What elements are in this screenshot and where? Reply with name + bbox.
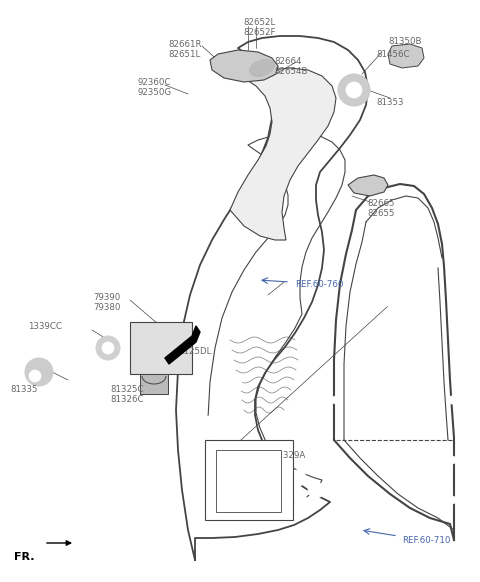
Circle shape: [308, 482, 324, 498]
Text: 92350G: 92350G: [138, 88, 172, 97]
Circle shape: [448, 496, 456, 504]
Text: 82664: 82664: [274, 57, 301, 66]
Text: 79380: 79380: [93, 303, 120, 312]
Circle shape: [290, 470, 306, 486]
Circle shape: [198, 416, 222, 440]
Circle shape: [290, 488, 306, 504]
Text: 81326C: 81326C: [110, 395, 144, 404]
Text: 81350B: 81350B: [388, 37, 421, 46]
Polygon shape: [165, 326, 200, 364]
Text: 82655: 82655: [367, 209, 395, 218]
Ellipse shape: [250, 59, 275, 77]
Text: 82661R: 82661R: [168, 40, 202, 49]
Text: 82651L: 82651L: [168, 50, 200, 59]
Circle shape: [29, 370, 41, 382]
Circle shape: [240, 496, 256, 512]
Text: △: △: [220, 460, 225, 465]
Polygon shape: [176, 36, 368, 560]
Text: 81456C: 81456C: [376, 50, 409, 59]
Circle shape: [346, 82, 362, 98]
Text: 82665: 82665: [367, 199, 395, 208]
Circle shape: [332, 496, 340, 504]
Circle shape: [332, 396, 340, 404]
Circle shape: [226, 468, 242, 484]
Circle shape: [212, 498, 232, 518]
Text: △: △: [220, 478, 225, 483]
Circle shape: [448, 396, 456, 404]
Circle shape: [102, 342, 114, 354]
Text: REF.60-760: REF.60-760: [295, 280, 343, 289]
Circle shape: [25, 358, 53, 386]
Text: a: a: [213, 449, 217, 459]
Text: 82652F: 82652F: [243, 28, 276, 37]
Circle shape: [387, 293, 405, 311]
Bar: [140, 374, 168, 394]
Text: 1125DL: 1125DL: [178, 347, 211, 356]
Text: a: a: [394, 303, 398, 309]
Text: 1339CC: 1339CC: [28, 322, 62, 331]
Text: REF.60-710: REF.60-710: [402, 536, 450, 545]
Polygon shape: [210, 50, 278, 82]
Circle shape: [214, 371, 242, 399]
Text: 81325C: 81325C: [110, 385, 144, 394]
Text: 81353: 81353: [376, 98, 404, 107]
Circle shape: [226, 446, 254, 474]
Circle shape: [96, 336, 120, 360]
Circle shape: [207, 442, 223, 458]
Text: 92360C: 92360C: [138, 78, 171, 87]
Bar: [216, 450, 281, 512]
Circle shape: [252, 480, 268, 496]
Circle shape: [448, 456, 456, 464]
Text: 79390: 79390: [93, 293, 120, 302]
Circle shape: [332, 456, 340, 464]
Bar: [205, 440, 293, 520]
Text: FR.: FR.: [14, 552, 35, 562]
Text: 82654B: 82654B: [274, 67, 308, 76]
Polygon shape: [348, 175, 388, 196]
Polygon shape: [230, 68, 336, 240]
Bar: [130, 322, 192, 374]
Circle shape: [338, 74, 370, 106]
Circle shape: [298, 454, 314, 470]
Text: 82652L: 82652L: [243, 18, 275, 27]
Text: 81335: 81335: [10, 385, 37, 394]
Text: 81329A: 81329A: [272, 451, 305, 460]
Polygon shape: [388, 44, 424, 68]
